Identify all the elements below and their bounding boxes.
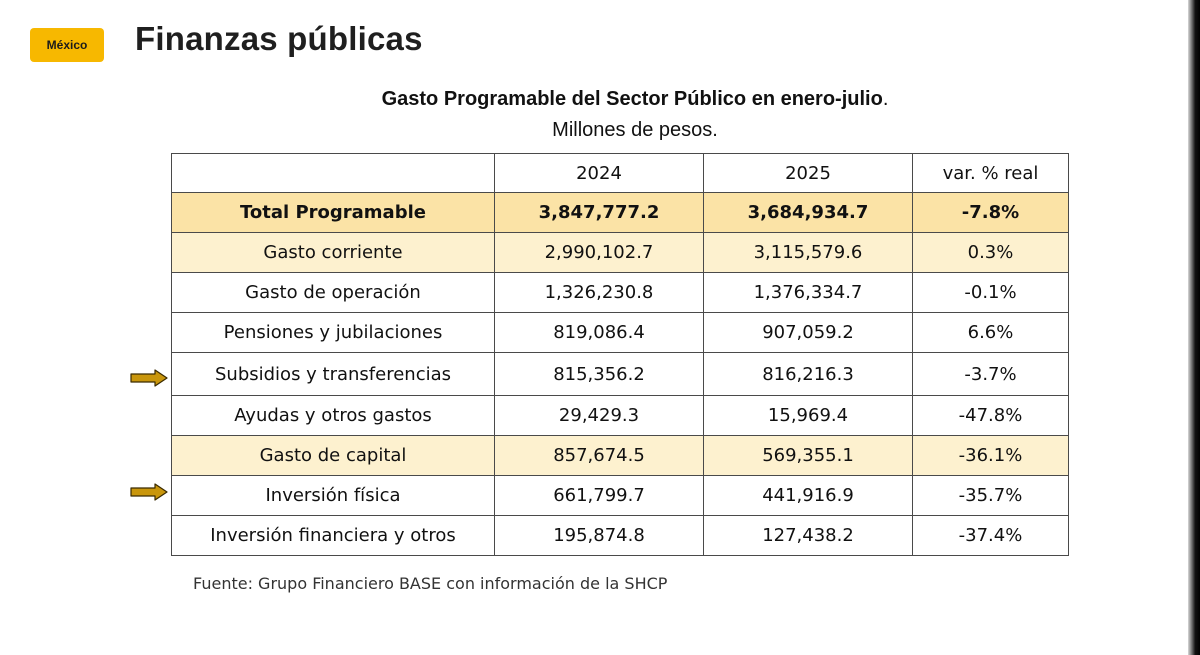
table-title-text: Gasto Programable del Sector Público en … (381, 88, 883, 110)
row-value-2025: 441,916.9 (703, 475, 913, 516)
row-var: -0.1% (912, 272, 1069, 313)
table-subtitle: Millones de pesos. (552, 119, 718, 141)
table-row: Pensiones y jubilaciones 819,086.4 907,0… (171, 312, 1069, 353)
row-value-2024: 1,326,230.8 (494, 272, 704, 313)
table-title-punct: . (882, 88, 889, 110)
header-cell-2025: 2025 (703, 153, 913, 193)
country-badge: México (30, 28, 104, 62)
right-arrow-icon (130, 369, 168, 387)
row-label: Subsidios y transferencias (171, 352, 495, 396)
row-value-2025: 1,376,334.7 (703, 272, 913, 313)
row-var: -7.8% (912, 192, 1069, 233)
row-value-2024: 3,847,777.2 (494, 192, 704, 233)
table-row-subtotal: Gasto de capital 857,674.5 569,355.1 -36… (171, 435, 1069, 476)
row-var: -3.7% (912, 352, 1069, 396)
row-value-2024: 815,356.2 (494, 352, 704, 396)
row-value-2025: 3,684,934.7 (703, 192, 913, 233)
row-var: -47.8% (912, 395, 1069, 436)
row-var: -35.7% (912, 475, 1069, 516)
row-label: Ayudas y otros gastos (171, 395, 495, 436)
row-value-2025: 907,059.2 (703, 312, 913, 353)
row-value-2024: 819,086.4 (494, 312, 704, 353)
row-value-2024: 661,799.7 (494, 475, 704, 516)
table-row-subtotal: Gasto corriente 2,990,102.7 3,115,579.6 … (171, 232, 1069, 273)
row-value-2025: 15,969.4 (703, 395, 913, 436)
row-label: Inversión financiera y otros (171, 515, 495, 556)
row-value-2024: 2,990,102.7 (494, 232, 704, 273)
budget-table: 2024 2025 var. % real Total Programable … (171, 153, 1069, 556)
window-edge (1188, 0, 1200, 655)
table-row: Ayudas y otros gastos 29,429.3 15,969.4 … (171, 395, 1069, 436)
row-label: Inversión física (171, 475, 495, 516)
table-row-highlighted: Subsidios y transferencias 815,356.2 816… (171, 352, 1069, 396)
row-value-2025: 127,438.2 (703, 515, 913, 556)
row-label: Gasto de operación (171, 272, 495, 313)
header-cell-label (171, 153, 495, 193)
table-row: Gasto de operación 1,326,230.8 1,376,334… (171, 272, 1069, 313)
row-var: 0.3% (912, 232, 1069, 273)
row-label: Total Programable (171, 192, 495, 233)
row-value-2025: 3,115,579.6 (703, 232, 913, 273)
row-label: Pensiones y jubilaciones (171, 312, 495, 353)
row-var: -37.4% (912, 515, 1069, 556)
table-row-total: Total Programable 3,847,777.2 3,684,934.… (171, 192, 1069, 233)
table-title: Gasto Programable del Sector Público en … (170, 88, 1100, 111)
row-var: -36.1% (912, 435, 1069, 476)
row-value-2024: 195,874.8 (494, 515, 704, 556)
row-var: 6.6% (912, 312, 1069, 353)
table-row: Inversión financiera y otros 195,874.8 1… (171, 515, 1069, 556)
right-arrow-icon (130, 483, 168, 501)
header-cell-var: var. % real (912, 153, 1069, 193)
country-badge-label: México (46, 38, 88, 52)
page-title: Finanzas públicas (135, 20, 423, 57)
table-row-highlighted: Inversión física 661,799.7 441,916.9 -35… (171, 475, 1069, 516)
row-value-2025: 569,355.1 (703, 435, 913, 476)
row-value-2025: 816,216.3 (703, 352, 913, 396)
header-cell-2024: 2024 (494, 153, 704, 193)
source-note: Fuente: Grupo Financiero BASE con inform… (193, 574, 668, 593)
row-label: Gasto de capital (171, 435, 495, 476)
row-value-2024: 857,674.5 (494, 435, 704, 476)
table-header-row: 2024 2025 var. % real (171, 153, 1069, 193)
row-label: Gasto corriente (171, 232, 495, 273)
row-value-2024: 29,429.3 (494, 395, 704, 436)
